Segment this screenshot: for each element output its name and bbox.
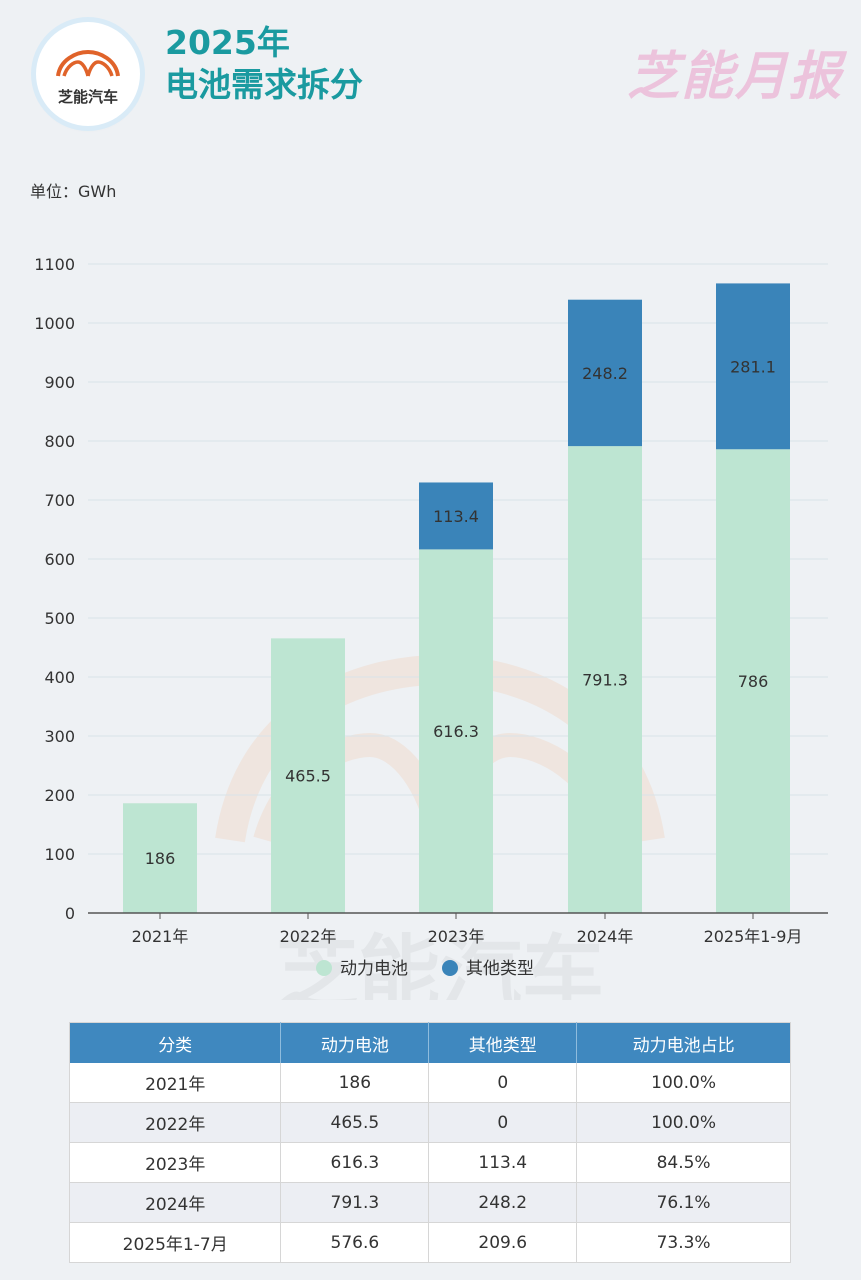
bar-value-label: 465.5 [285,767,331,786]
bar-value-label: 791.3 [582,671,628,690]
table-header-cell: 动力电池占比 [576,1022,791,1063]
legend: 动力电池 其他类型 [316,959,534,979]
logo-text: 芝能汽车 [57,88,118,106]
table-cell: 2021年 [69,1063,282,1103]
table-cell: 76.1% [576,1182,791,1223]
bar-power-battery [716,449,790,913]
table-cell: 2022年 [69,1102,282,1143]
y-tick-label: 1100 [34,255,75,274]
bar-value-label: 248.2 [582,364,628,383]
stacked-bar-chart: 芝能汽车 0 100 200 300 400 500 600 700 800 900 1000 1100… [34,255,828,1000]
table-cell: 2025年1-7月 [69,1222,282,1263]
table-cell: 186 [280,1063,430,1103]
bar-value-label: 186 [145,849,176,868]
x-tick-label: 2025年1-9月 [704,927,803,946]
y-tick-label: 300 [44,727,75,746]
data-table: 分类 动力电池 其他类型 动力电池占比 2021年 186 0 100.0% 2… [69,1022,791,1263]
y-tick-label: 400 [44,668,75,687]
bar-power-battery [419,549,493,913]
legend-label: 其他类型 [466,959,534,979]
y-tick-label: 800 [44,432,75,451]
table-cell: 616.3 [280,1142,430,1183]
bar-value-label: 786 [738,672,769,691]
table-cell: 791.3 [280,1182,430,1223]
table-cell: 113.4 [428,1142,578,1183]
x-tick-label: 2021年 [132,927,189,946]
y-tick-label: 500 [44,609,75,628]
bar-other-type [568,299,642,447]
table-cell: 576.6 [280,1222,430,1263]
legend-swatch-power [316,960,332,976]
header: 芝能汽车 2025年 电池需求拆分 芝能月报 [0,0,861,140]
unit-label: 单位：GWh [30,182,117,201]
bar-value-label: 281.1 [730,357,776,376]
y-tick-label: 100 [44,845,75,864]
bar-power-battery [123,803,197,913]
title-line-1: 2025年 [165,23,290,62]
legend-swatch-other [442,960,458,976]
table-cell: 465.5 [280,1102,430,1143]
table-cell: 209.6 [428,1222,578,1263]
x-tick-label: 2022年 [280,927,337,946]
y-tick-label: 0 [65,904,75,923]
car-logo-icon [56,49,120,77]
table-cell: 100.0% [576,1102,791,1143]
table-row: 2022年 465.5 0 100.0% [69,1102,791,1143]
table-cell: 248.2 [428,1182,578,1223]
table-header-cell: 其他类型 [428,1022,578,1063]
table-cell: 0 [428,1063,578,1103]
bar-value-label: 113.4 [433,507,479,526]
table-cell: 2024年 [69,1182,282,1223]
page-title: 2025年 电池需求拆分 [165,22,363,106]
bar-other-type [419,482,493,550]
legend-label: 动力电池 [340,959,408,979]
table-cell: 73.3% [576,1222,791,1263]
title-line-2: 电池需求拆分 [165,65,363,104]
y-tick-label: 1000 [34,314,75,333]
x-tick-label: 2024年 [577,927,634,946]
x-tick-label: 2023年 [428,927,485,946]
table-row: 2025年1-7月 576.6 209.6 73.3% [69,1222,791,1263]
brand-logo: 芝能汽车 [36,22,140,126]
table-row: 2021年 186 0 100.0% [69,1063,791,1103]
y-tick-label: 700 [44,491,75,510]
watermark-text: 芝能汽车 [276,927,604,1000]
table-header-row: 分类 动力电池 其他类型 动力电池占比 [69,1022,791,1063]
table-header-cell: 分类 [69,1022,282,1063]
table-cell: 100.0% [576,1063,791,1103]
bar-power-battery [568,446,642,913]
table-row: 2024年 791.3 248.2 76.1% [69,1182,791,1223]
table-cell: 2023年 [69,1142,282,1183]
y-tick-label: 200 [44,786,75,805]
table-header-cell: 动力电池 [280,1022,430,1063]
table-row: 2023年 616.3 113.4 84.5% [69,1142,791,1183]
y-tick-label: 900 [44,373,75,392]
table-cell: 84.5% [576,1142,791,1183]
bar-power-battery [271,638,345,913]
bar-other-type [716,283,790,450]
y-tick-label: 600 [44,550,75,569]
bar-value-label: 616.3 [433,722,479,741]
brand-wordmark: 芝能月报 [626,47,843,107]
table-cell: 0 [428,1102,578,1143]
